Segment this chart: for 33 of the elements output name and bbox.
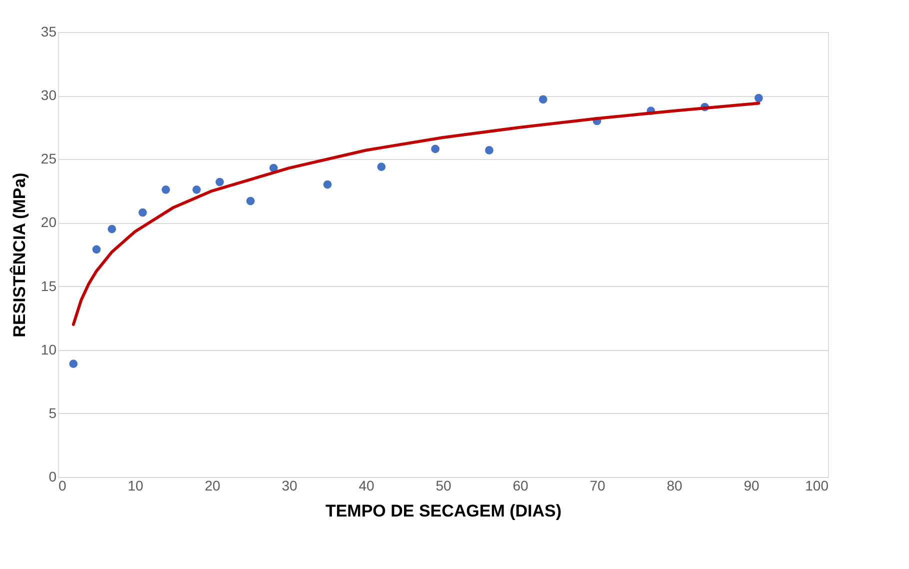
point [138,208,147,217]
point [431,144,440,154]
y-tick-label: 35 [40,24,57,40]
x-tick-label: 20 [204,478,220,494]
y-axis-title: RESISTÊNCIA (MPa) [8,172,29,338]
point [216,178,224,186]
point [69,360,78,368]
x-axis-title: TEMPO DE SECAGEM (DIAS) [325,502,562,520]
y-tick-label: 25 [40,150,57,167]
point [108,224,116,234]
x-tick-label: 70 [590,478,606,494]
x-tick-label: 100 [805,478,829,494]
point [485,146,494,154]
point [377,162,386,171]
x-tick-label: 10 [128,478,144,494]
x-tick-label: 90 [744,478,760,494]
x-tick-label: 80 [666,478,682,494]
point [92,245,101,254]
point [246,196,255,206]
point [538,95,548,104]
point [162,185,170,194]
y-tick-label: 5 [48,404,57,421]
y-tick-label: 30 [40,87,57,104]
y-tick-label: 15 [40,278,57,294]
x-tick-label: 40 [358,478,374,494]
x-tick-label: 60 [512,478,528,494]
x-tick-label: 30 [282,478,298,494]
y-tick-label: 20 [40,214,57,230]
y-tick-label: 10 [40,341,57,358]
point [323,180,332,189]
point [754,94,763,102]
x-tick-label: 50 [436,478,452,494]
point [192,185,201,194]
